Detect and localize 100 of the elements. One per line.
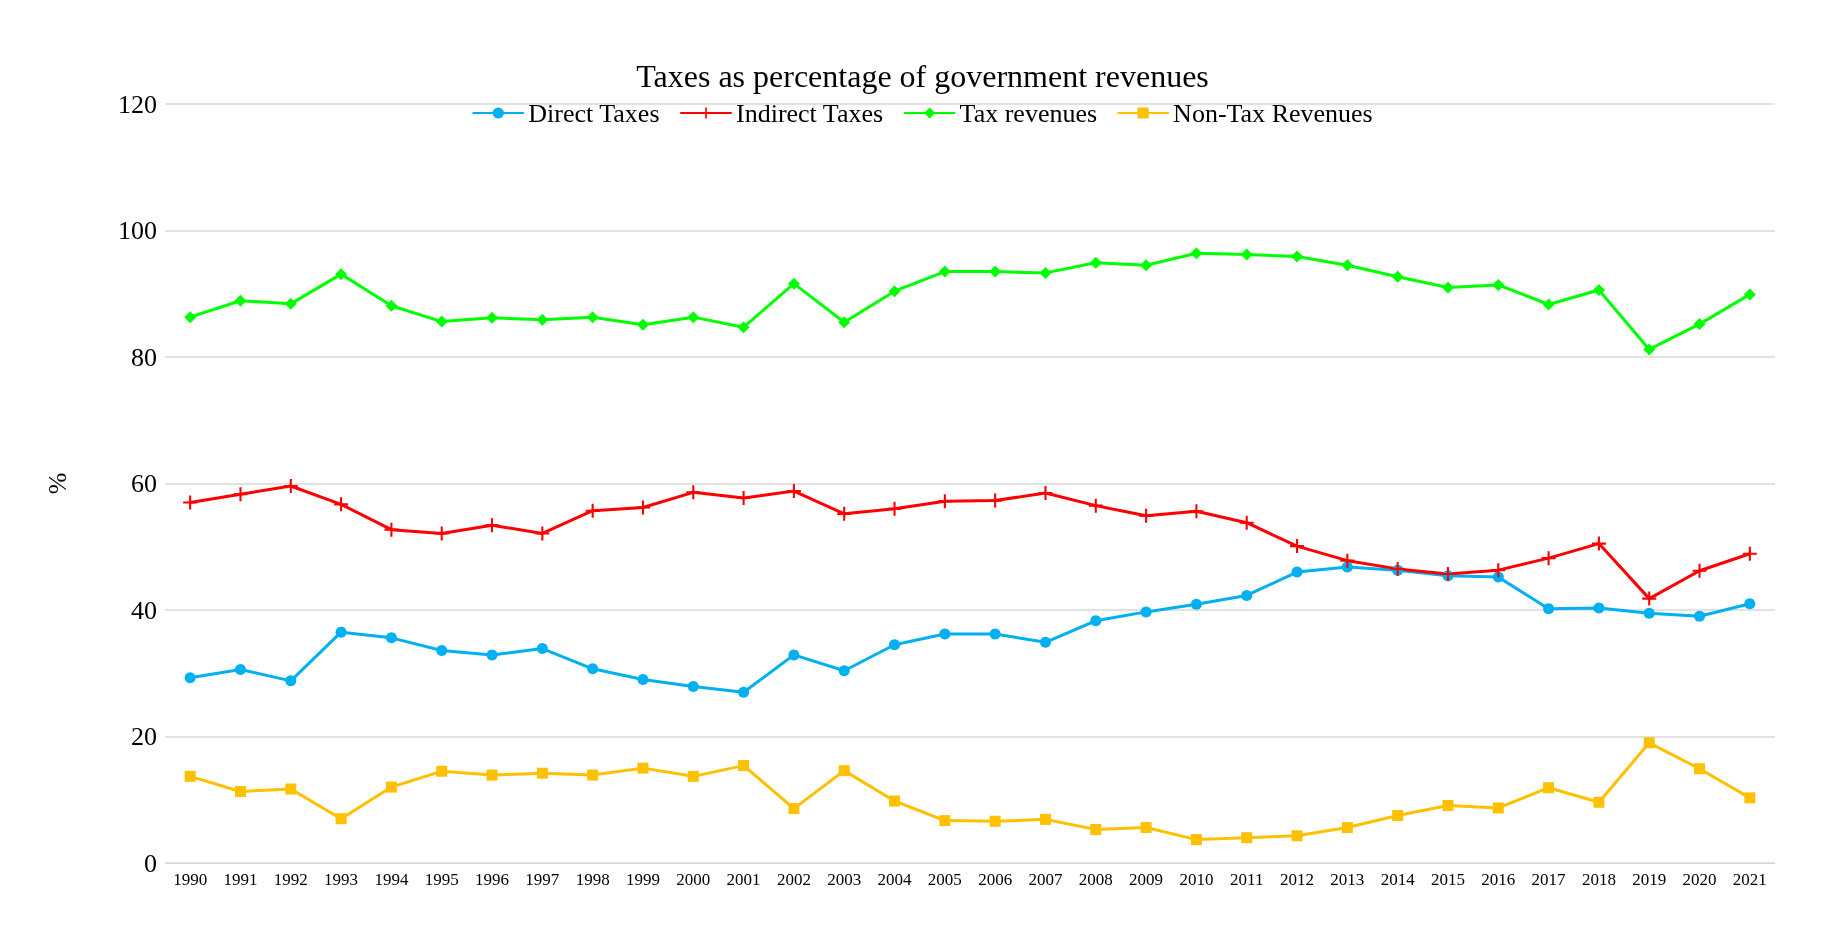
legend-label: Non-Tax Revenues bbox=[1173, 98, 1373, 128]
x-tick-label: 1994 bbox=[374, 870, 409, 889]
point bbox=[1743, 288, 1756, 301]
y-tick-label: 120 bbox=[118, 89, 157, 119]
point bbox=[1744, 792, 1756, 804]
point bbox=[939, 628, 951, 640]
point bbox=[1291, 566, 1303, 578]
point bbox=[486, 769, 498, 781]
point bbox=[1089, 256, 1102, 269]
point bbox=[1341, 259, 1354, 272]
point bbox=[1643, 607, 1655, 619]
point bbox=[587, 769, 599, 781]
y-tick-label: 60 bbox=[131, 469, 157, 498]
x-tick-label: 2016 bbox=[1481, 870, 1516, 889]
x-tick-label: 2009 bbox=[1129, 870, 1164, 889]
x-tick-label: 2008 bbox=[1078, 870, 1113, 889]
x-tick-label: 2014 bbox=[1380, 870, 1416, 889]
point bbox=[889, 795, 901, 807]
x-tick-label: 1990 bbox=[173, 870, 208, 889]
x-tick-label: 1996 bbox=[475, 870, 510, 889]
y-tick-label: 40 bbox=[131, 595, 157, 625]
point bbox=[687, 681, 699, 693]
x-tick-label: 2002 bbox=[776, 870, 811, 889]
point bbox=[285, 783, 297, 795]
point bbox=[385, 781, 397, 793]
point bbox=[1090, 615, 1102, 627]
x-tick-label: 2017 bbox=[1531, 870, 1567, 889]
x-tick-label: 2005 bbox=[927, 870, 962, 889]
point bbox=[184, 311, 197, 324]
point bbox=[233, 487, 248, 502]
point bbox=[1241, 832, 1253, 844]
x-tick-label: 2011 bbox=[1230, 870, 1264, 889]
point bbox=[1593, 796, 1605, 808]
point bbox=[788, 803, 800, 815]
point bbox=[1190, 834, 1202, 846]
point bbox=[1692, 563, 1707, 578]
point bbox=[1744, 598, 1756, 610]
point bbox=[787, 277, 800, 290]
point bbox=[234, 786, 246, 798]
point bbox=[435, 315, 448, 328]
point bbox=[1039, 636, 1051, 648]
point bbox=[637, 674, 649, 686]
point bbox=[234, 663, 246, 675]
point bbox=[939, 815, 951, 827]
point bbox=[635, 500, 650, 515]
point bbox=[838, 665, 850, 677]
y-tick-label: 100 bbox=[118, 216, 157, 245]
point bbox=[1341, 822, 1353, 834]
point bbox=[1039, 266, 1052, 279]
x-tick-label: 2010 bbox=[1179, 870, 1214, 889]
x-tick-label: 2004 bbox=[877, 870, 913, 889]
point bbox=[1492, 802, 1504, 814]
point bbox=[284, 297, 297, 310]
point bbox=[184, 770, 196, 782]
point bbox=[1190, 598, 1202, 610]
x-tick-label: 1992 bbox=[273, 870, 308, 889]
point bbox=[989, 815, 1001, 827]
point bbox=[838, 765, 850, 777]
point bbox=[788, 649, 800, 661]
point bbox=[687, 770, 699, 782]
point bbox=[1241, 589, 1253, 601]
x-tick-label: 2003 bbox=[827, 870, 862, 889]
point bbox=[1593, 602, 1605, 614]
point bbox=[1543, 603, 1555, 615]
point bbox=[838, 316, 851, 329]
point bbox=[587, 663, 599, 675]
point bbox=[1240, 248, 1253, 261]
x-tick-label: 1995 bbox=[424, 870, 459, 889]
point bbox=[989, 628, 1001, 640]
x-tick-label: 2006 bbox=[978, 870, 1013, 889]
point bbox=[1543, 782, 1555, 794]
point bbox=[1038, 485, 1053, 500]
x-tick-label: 2001 bbox=[726, 870, 761, 889]
point bbox=[1694, 763, 1706, 775]
point bbox=[1391, 270, 1404, 283]
point bbox=[1492, 278, 1505, 291]
point bbox=[637, 762, 649, 774]
x-tick-label: 1991 bbox=[223, 870, 258, 889]
y-tick-label: 80 bbox=[131, 342, 157, 372]
x-tick-label: 2021 bbox=[1732, 870, 1767, 889]
point bbox=[989, 265, 1002, 278]
point bbox=[1140, 606, 1152, 618]
point bbox=[335, 268, 348, 281]
point bbox=[1090, 823, 1102, 835]
point bbox=[1694, 610, 1706, 622]
point bbox=[687, 311, 700, 324]
chart-title: Taxes as percentage of government revenues bbox=[636, 58, 1209, 94]
x-tick-label: 2019 bbox=[1632, 870, 1667, 889]
point bbox=[335, 813, 347, 825]
point bbox=[1140, 822, 1152, 834]
point bbox=[436, 644, 448, 656]
legend-label: Direct Taxes bbox=[528, 98, 660, 128]
legend-label: Tax revenues bbox=[959, 98, 1098, 128]
point bbox=[887, 501, 902, 516]
point bbox=[1643, 737, 1655, 749]
legend-label: Indirect Taxes bbox=[736, 98, 884, 128]
point bbox=[184, 672, 196, 684]
x-tick-label: 2007 bbox=[1028, 870, 1063, 889]
point bbox=[636, 318, 649, 331]
point bbox=[1693, 318, 1706, 331]
